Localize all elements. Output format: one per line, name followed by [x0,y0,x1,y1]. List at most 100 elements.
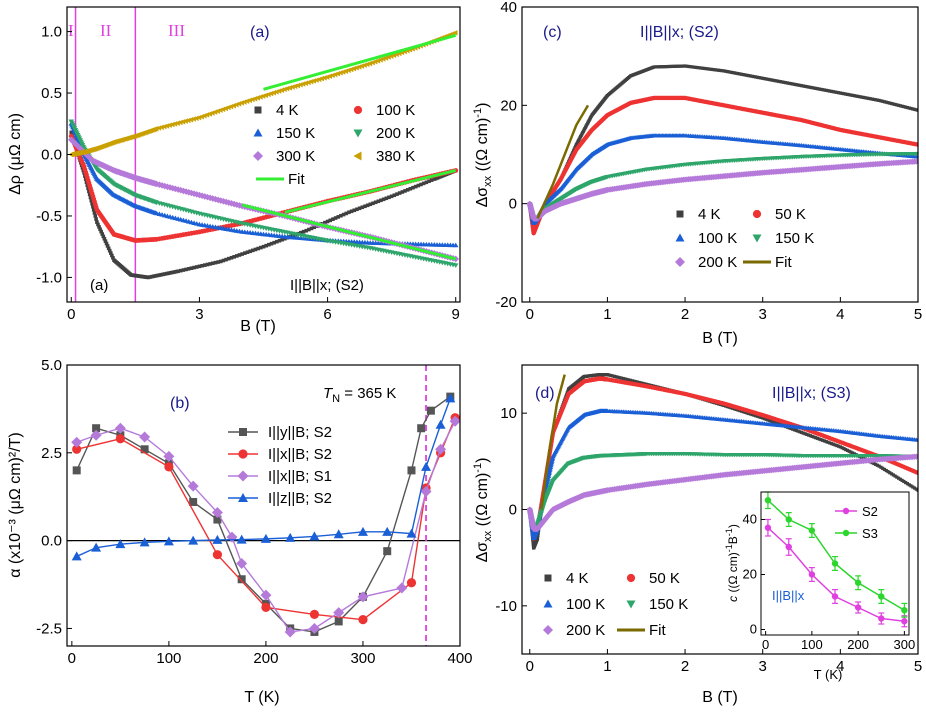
panel-c-legend-label: 200 K [698,254,737,271]
panel-d-series-point [821,438,825,442]
inset-series-point [831,593,839,600]
panel-b-series-point [90,429,102,441]
panel-d-legend-marker [544,574,552,582]
panel-d-series-point [817,437,821,441]
panel-c-series-point [716,68,721,72]
panel-a-series-point [205,262,210,267]
panel-d-x-tick-label: 0 [526,658,534,675]
panel-c-series-point [875,98,880,102]
panel-a-series-point [311,78,317,84]
panel-a-series-point [356,64,362,70]
panel-b-series-point [396,582,408,594]
panel-a-series-point [88,195,93,200]
panel-d-fit-line [540,374,566,510]
panel-a-tag: (a) [90,277,108,294]
panel-a-series-point [176,269,180,274]
panel-b-series-point [189,497,198,506]
panel-a-series-point [164,123,170,129]
panel-d-series-point [634,380,638,384]
panel-c-y-label: Δσxx ((Ω cm)-1) [472,103,494,208]
panel-c-series-point [819,87,823,91]
panel-d-series-point [882,467,887,472]
panel-c-series-point [746,74,751,78]
panel-b-frame [66,364,461,647]
panel-b-series-point [358,615,368,625]
panel-a-series-point [303,80,309,87]
panel-d-series-point [896,476,901,480]
panel-a-series-point [242,99,247,105]
panel-d-series-point [741,410,745,414]
panel-a-series-point [234,101,239,108]
panel-a-series-point [360,205,365,210]
panel-b-series-point [285,532,296,542]
inset-series-point [785,543,792,551]
panel-c-series-point [724,69,728,73]
panel-d-series-point [838,445,842,449]
panel-c-fit-line [536,104,590,219]
inset-series-point [901,618,908,625]
inset-ylabel-rest: ((Ω cm) [726,552,740,596]
panel-d-series-point [531,541,535,545]
panel-a-series-point [69,130,74,135]
panel-d-series-point [632,379,636,383]
panel-b-legend-label: I||z||B; S2 [268,490,332,507]
panel-d-series-point [905,482,910,486]
panel-a-series-point [301,229,306,234]
panel-b-series-point [406,528,417,538]
panel-c-series-point [731,70,735,75]
panel-c-series-point [828,89,832,93]
panel-c-series-point [891,102,895,106]
panel-a-x-tick-label: 0 [67,306,75,323]
panel-a-series-point [218,259,223,264]
panel-d-series-point [914,487,918,491]
panel-d-series-point [623,377,627,381]
panel-a-series-point [87,189,91,194]
panel-a-series-point [217,107,223,114]
panel-a-series-point [384,196,389,201]
panel-a-legend-label: 380 K [376,148,415,165]
panel-a-region-1: I [68,21,74,40]
panel-a-series-point [306,79,311,86]
panel-a-series-point [380,56,386,62]
panel-d-series-point [879,465,883,469]
panel-d-series-point [844,447,848,452]
panel-c-series-point [685,64,689,68]
panel-a-series-point [284,85,290,92]
panel-d-legend-marker [543,599,553,608]
panel-d-series-point [810,434,814,438]
panel-c-series-point [709,67,714,71]
panel-d-series-point [902,479,906,484]
panel-d-legend-marker [543,625,553,635]
panel-b-series-point [382,526,393,536]
panel-a-legend-label: 4 K [276,102,299,119]
panel-d-plot-area [526,373,918,550]
panel-a-series-point [223,105,228,112]
panel-a-series-point [85,183,90,188]
panel-a-series-point [351,65,357,72]
panel-b-series-point [140,445,149,454]
panel-a-series-point [226,256,231,261]
panel-c-series-point [849,93,853,97]
panel-d-series-point [609,373,613,378]
inset-series-point [854,604,862,611]
panel-d-series-point [912,486,917,490]
panel-c-series-point [745,73,749,77]
panel-c-series-point [789,82,793,86]
panel-d-legend-marker [626,573,636,583]
panel-a-series-point [91,208,96,212]
panel-a-series-point [397,191,402,195]
panel-d-series-point [755,414,760,418]
panel-a-series-point [252,95,258,102]
panel-b-series-point [260,589,272,601]
panel-c-series-point [847,93,851,97]
panel-a-series-point [99,229,103,234]
panel-a-y-tick-label: 0.5 [41,85,62,102]
panel-a-series-point [319,75,325,82]
panel-a-series-point [452,242,459,248]
panel-b-series-point [92,424,101,433]
panel-c-series-point [690,65,694,69]
panel-d-series-point [872,461,876,466]
panel-a-series-point [106,246,111,251]
panel-d-series-point [889,472,894,476]
panel-c-series-point [803,84,807,88]
